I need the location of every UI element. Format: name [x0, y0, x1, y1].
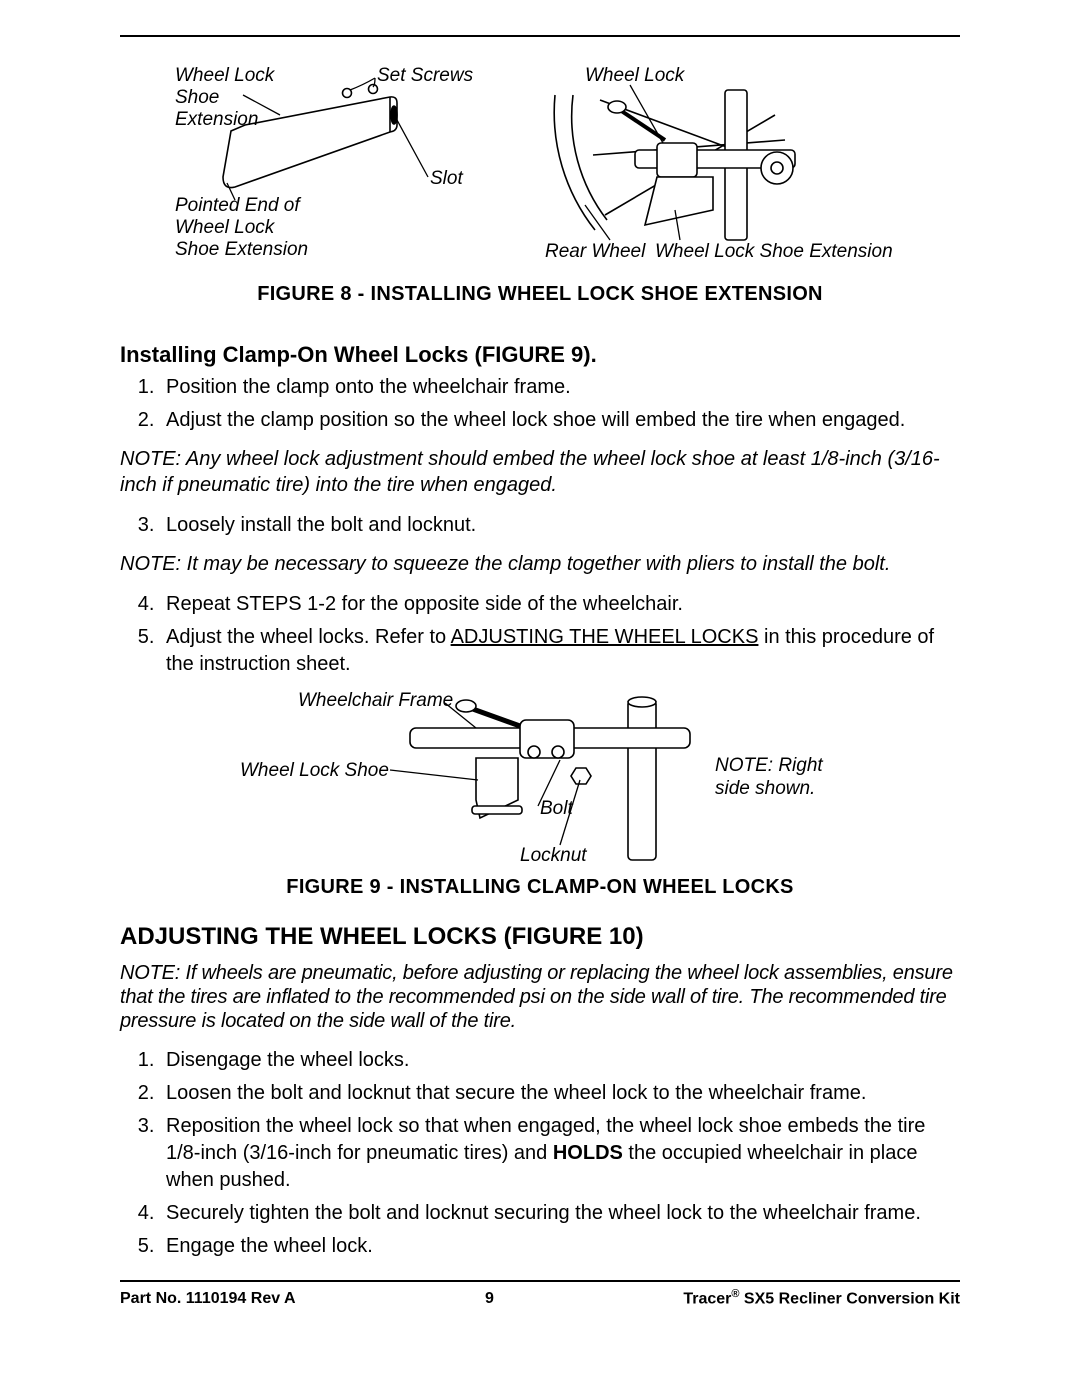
label-pointed-end: Pointed End ofWheel LockShoe Extension: [175, 195, 308, 261]
step-2: Adjust the clamp position so the wheel l…: [160, 407, 960, 434]
footer: Part No. 1110194 Rev A 9 Tracer® SX5 Rec…: [120, 1288, 960, 1308]
bottom-rule: [120, 1280, 960, 1282]
s2-step-5: Engage the wheel lock.: [160, 1233, 960, 1260]
page: Wheel LockShoeExtension Set Screws Slot …: [0, 0, 1080, 1338]
figure-8-caption: FIGURE 8 - INSTALLING WHEEL LOCK SHOE EX…: [120, 283, 960, 306]
step-1: Position the clamp onto the wheelchair f…: [160, 374, 960, 401]
section-1-note-2: NOTE: It may be necessary to squeeze the…: [120, 551, 960, 577]
step-3: Loosely install the bolt and locknut.: [160, 512, 960, 539]
figure-8-left: Wheel LockShoeExtension Set Screws Slot …: [175, 65, 505, 275]
label-set-screws: Set Screws: [377, 65, 473, 87]
label-wheel-lock-shoe: Wheel Lock Shoe: [240, 760, 389, 782]
footer-left: Part No. 1110194 Rev A: [120, 1290, 296, 1308]
step-5: Adjust the wheel locks. Refer to ADJUSTI…: [160, 624, 960, 678]
label-right-note: NOTE: Rightside shown.: [715, 755, 823, 801]
s2-step-1: Disengage the wheel locks.: [160, 1047, 960, 1074]
section-1-steps-c: Repeat STEPS 1-2 for the opposite side o…: [120, 591, 960, 678]
s2-step-2: Loosen the bolt and locknut that secure …: [160, 1080, 960, 1107]
section-1-heading: Installing Clamp-On Wheel Locks (FIGURE …: [120, 342, 960, 368]
section-2-note: NOTE: If wheels are pneumatic, before ad…: [120, 961, 960, 1033]
figure-8-row: Wheel LockShoeExtension Set Screws Slot …: [120, 65, 960, 275]
figure-9-caption: FIGURE 9 - INSTALLING CLAMP-ON WHEEL LOC…: [120, 876, 960, 899]
bold-holds: HOLDS: [553, 1142, 623, 1164]
footer-center: 9: [485, 1290, 494, 1308]
label-rear-wheel: Rear Wheel: [545, 241, 645, 263]
step-4: Repeat STEPS 1-2 for the opposite side o…: [160, 591, 960, 618]
section-1-note-1: NOTE: Any wheel lock adjustment should e…: [120, 446, 960, 498]
section-1-steps-a: Position the clamp onto the wheelchair f…: [120, 374, 960, 434]
s2-step-4: Securely tighten the bolt and locknut se…: [160, 1200, 960, 1227]
label-wheel-lock-r: Wheel Lock: [585, 65, 684, 87]
figure-9: Wheelchair Frame Wheel Lock Shoe Bolt Lo…: [220, 690, 860, 870]
footer-right: Tracer® SX5 Recliner Conversion Kit: [683, 1288, 960, 1308]
label-wheelchair-frame: Wheelchair Frame: [298, 690, 453, 712]
footer-right-prefix: Tracer: [683, 1290, 731, 1307]
label-bolt: Bolt: [540, 798, 573, 820]
label-locknut: Locknut: [520, 845, 587, 867]
label-wheel-lock-shoe-ext: Wheel LockShoeExtension: [175, 65, 274, 131]
figure-8-right: Wheel Lock Rear Wheel Wheel Lock Shoe Ex…: [545, 65, 905, 275]
section-2-heading: ADJUSTING THE WHEEL LOCKS (FIGURE 10): [120, 923, 960, 951]
section-2-steps: Disengage the wheel locks. Loosen the bo…: [120, 1047, 960, 1260]
top-rule: [120, 35, 960, 37]
s2-step-3: Reposition the wheel lock so that when e…: [160, 1113, 960, 1194]
label-wls-ext-r: Wheel Lock Shoe Extension: [655, 241, 893, 263]
label-slot: Slot: [430, 168, 463, 190]
link-adjusting: ADJUSTING THE WHEEL LOCKS: [451, 626, 759, 648]
footer-right-suffix: SX5 Recliner Conversion Kit: [739, 1290, 960, 1307]
section-1-steps-b: Loosely install the bolt and locknut.: [120, 512, 960, 539]
